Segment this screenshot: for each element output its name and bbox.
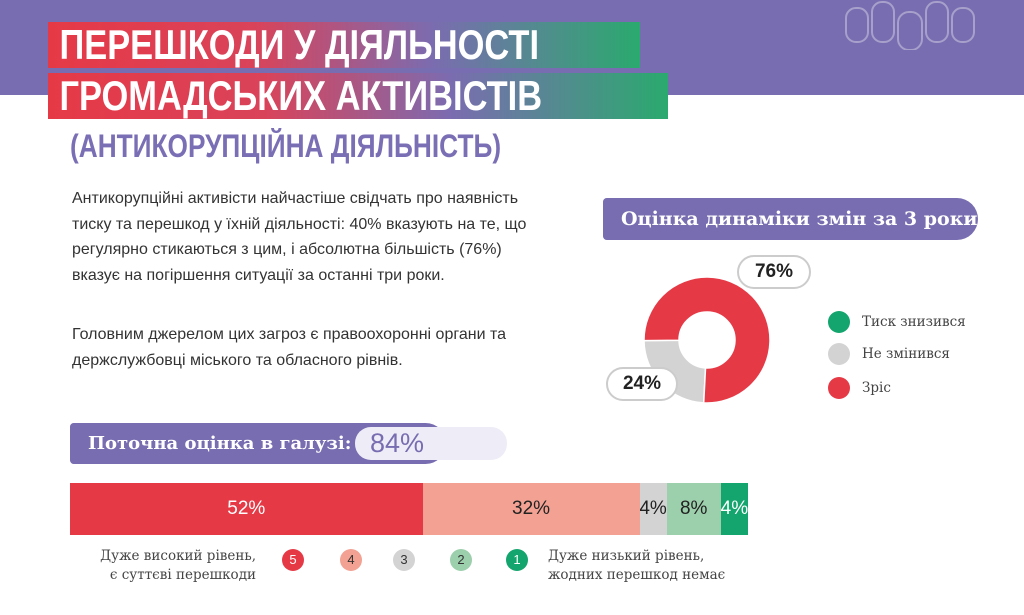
bar-segment-2: 8% [666,483,721,535]
bar-segment-5: 52% [70,483,423,535]
donut-label-24: 24% [606,367,678,401]
scale-right-label: Дуже низький рівень, жодних перешкод нема… [548,548,726,583]
scale-left-label: Дуже високий рівень, є суттєві перешкоди [100,548,256,583]
legend-label: Не змінився [862,346,950,362]
legend-label: Зріс [862,380,891,396]
current-assessment-label: Поточна оцінка в галузі: [88,433,352,454]
bar-segment-4: 32% [422,483,640,535]
donut-label-76: 76% [737,255,811,289]
scale-badge-1: 1 [506,549,528,571]
legend-dot-icon [828,377,850,399]
stacked-bar: 52% 32% 4% 8% 4% [70,483,748,535]
paragraph-2: Головним джерелом цих загроз є правоохор… [72,326,506,369]
legend-label: Тиск знизився [862,314,966,330]
donut-chart [643,276,771,404]
scale-badge-5: 5 [282,549,304,571]
current-assessment-value: 84% [355,427,507,460]
bar-segment-1: 4% [720,483,748,535]
bar-segment-3: 4% [639,483,667,535]
paragraph-1: Антикорупційні активісти найчастіше свід… [72,190,527,284]
legend-item-unchanged: Не змінився [828,343,950,365]
donut-title: Оцінка динаміки змін за 3 роки [603,198,978,240]
donut-slice-76 [643,276,771,404]
legend-item-decreased: Тиск знизився [828,311,966,333]
scale-badge-2: 2 [450,549,472,571]
current-assessment-title: Поточна оцінка в галузі: 84% [70,423,507,464]
legend-dot-icon [828,311,850,333]
scale-badge-3: 3 [393,549,415,571]
scale-badge-4: 4 [340,549,362,571]
donut-slice-24 [643,339,707,404]
subtitle: (АНТИКОРУПЦІЙНА ДІЯЛЬНІСТЬ) [70,128,502,164]
legend-dot-icon [828,343,850,365]
legend-item-increased: Зріс [828,377,891,399]
title-line-2: ГРОМАДСЬКИХ АКТИВІСТІВ [48,73,668,119]
title-line-1: ПЕРЕШКОДИ У ДІЯЛЬНОСТІ [48,22,640,68]
people-group-icon [845,1,975,50]
